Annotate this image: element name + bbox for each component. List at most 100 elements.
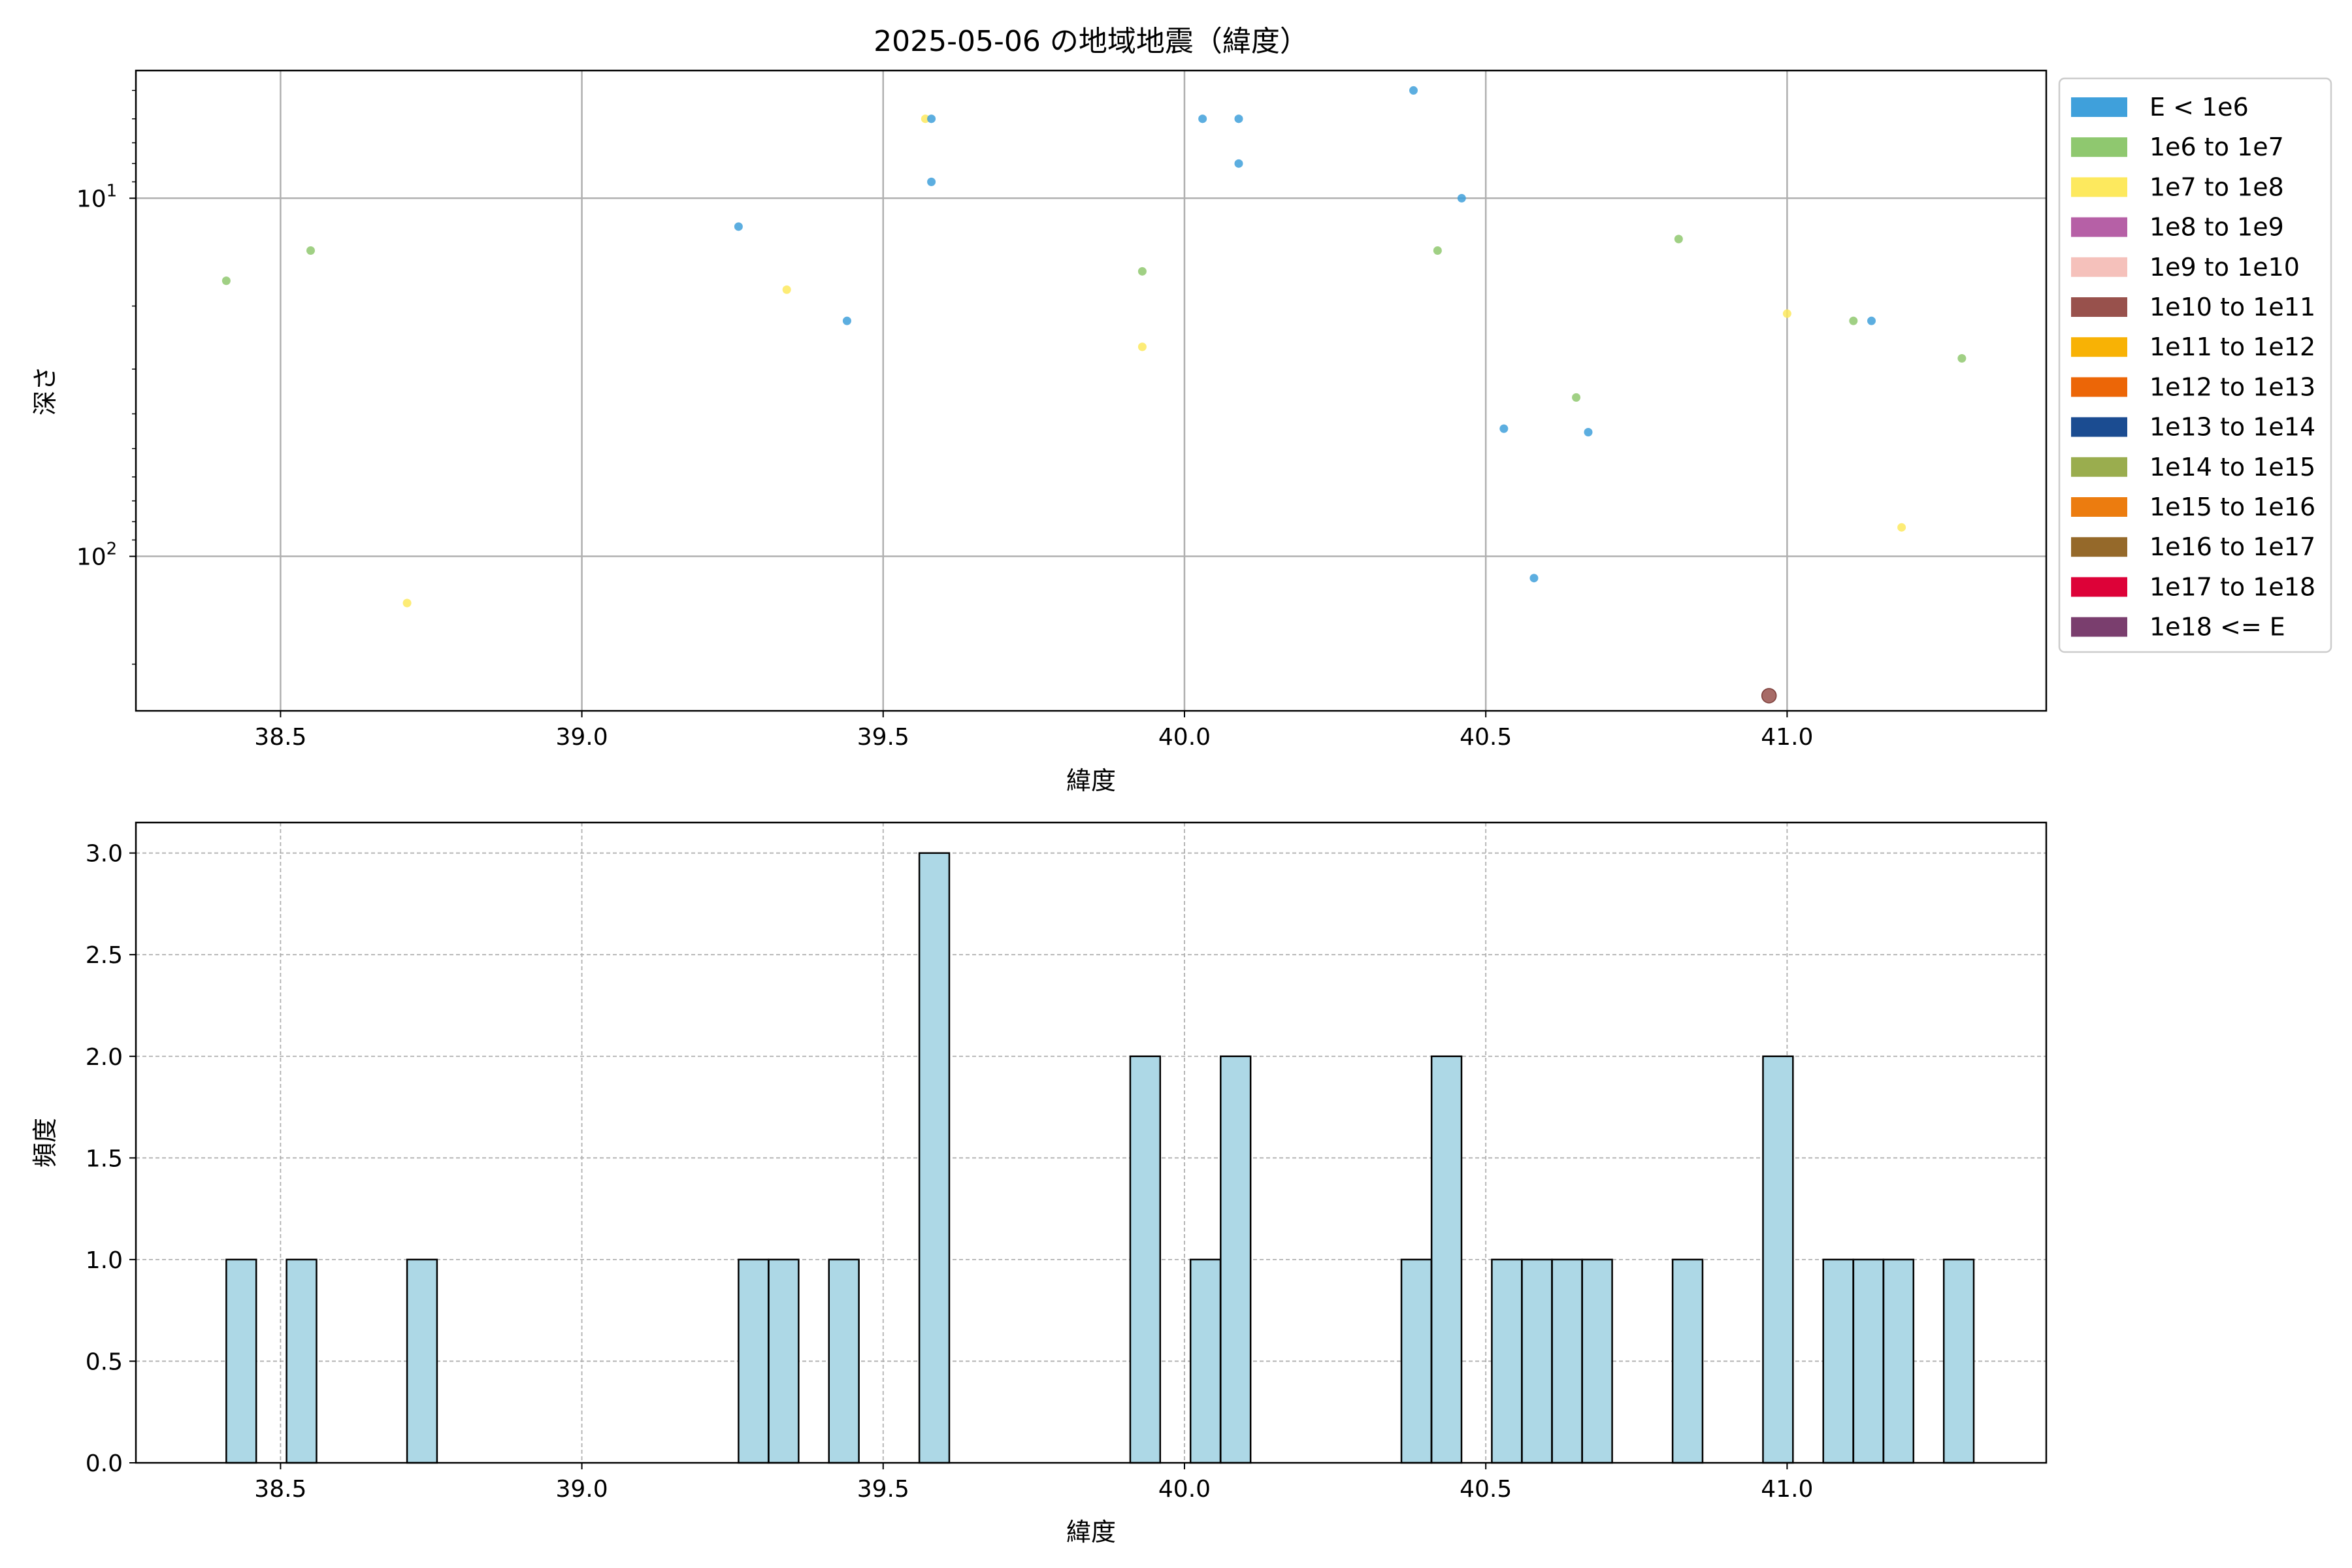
scatter-point: [1584, 427, 1593, 436]
histogram-x-tick-label: 41.0: [1761, 1476, 1813, 1503]
legend-swatch: [2071, 257, 2127, 277]
scatter-y-axis-label: 深さ: [31, 366, 59, 416]
scatter-y-tick-label: 102: [76, 540, 117, 571]
histogram-x-ticks: 38.5 39.0 39.5 40.0 40.5 41.0: [254, 1463, 1813, 1503]
scatter-point: [927, 177, 936, 186]
legend-swatch: [2071, 97, 2127, 117]
scatter-point: [1137, 342, 1147, 351]
histogram-x-tick-label: 39.5: [857, 1476, 909, 1503]
legend-label: 1e18 <= E: [2149, 613, 2285, 642]
scatter-panel: 2025-05-06 の地域地震（緯度） 38.5 39.0 39.5 40.0 40.…: [31, 25, 2332, 795]
scatter-point: [1499, 424, 1509, 433]
histogram-bar: [1491, 1258, 1523, 1464]
scatter-point: [1782, 309, 1791, 318]
legend-swatch: [2071, 137, 2127, 157]
histogram-bar: [1882, 1258, 1915, 1464]
legend-label: 1e11 to 1e12: [2149, 333, 2315, 361]
legend-swatch: [2071, 417, 2127, 437]
scatter-x-ticks: 38.5 39.0 39.5 40.0 40.5 41.0: [254, 711, 1813, 751]
scatter-x-tick-label: 39.5: [857, 724, 909, 751]
scatter-point: [782, 285, 791, 294]
scatter-x-tick-label: 40.0: [1158, 724, 1211, 751]
scatter-point: [921, 114, 930, 123]
scatter-point: [1433, 246, 1442, 255]
histogram-y-tick-label: 3.0: [86, 841, 123, 868]
legend-swatch: [2071, 617, 2127, 637]
histogram-plot-area: [135, 821, 2048, 1464]
scatter-y-ticks: 101 102: [76, 90, 136, 665]
histogram-y-axis-label: 頻度: [31, 1118, 59, 1168]
legend-label: 1e8 to 1e9: [2149, 213, 2284, 242]
histogram-bars: [225, 852, 1975, 1464]
legend-label: 1e13 to 1e14: [2149, 413, 2315, 442]
scatter-grid: [136, 71, 2046, 711]
histogram-bar: [1852, 1258, 1884, 1464]
scatter-point: [1457, 193, 1466, 203]
legend-label: E < 1e6: [2149, 93, 2249, 122]
histogram-bar: [1822, 1258, 1854, 1464]
scatter-x-tick-label: 40.5: [1460, 724, 1512, 751]
scatter-x-tick-label: 41.0: [1761, 724, 1813, 751]
histogram-bar: [1521, 1258, 1553, 1464]
legend-label: 1e6 to 1e7: [2149, 133, 2284, 161]
legend-label: 1e16 to 1e17: [2149, 532, 2315, 561]
legend-swatch: [2071, 577, 2127, 597]
histogram-y-tick-label: 0.0: [86, 1450, 123, 1477]
legend-swatch: [2071, 457, 2127, 477]
histogram-bar: [1129, 1055, 1162, 1464]
scatter-point: [1529, 574, 1539, 583]
legend-frame: [2058, 77, 2332, 653]
scatter-point: [306, 246, 315, 255]
scatter-point: [927, 114, 936, 123]
histogram-bar: [225, 1258, 257, 1464]
legend: E < 1e6 1e6 to 1e7 1e7 to 1e8 1e8 to 1e9 1e9…: [2058, 77, 2332, 653]
histogram-y-tick-label: 1.0: [86, 1247, 123, 1274]
histogram-y-tick-label: 2.5: [86, 942, 123, 969]
scatter-point: [1957, 354, 1967, 363]
legend-label: 1e17 to 1e18: [2149, 572, 2315, 601]
legend-swatch: [2071, 177, 2127, 197]
legend-swatch: [2071, 217, 2127, 237]
histogram-x-tick-label: 38.5: [254, 1476, 306, 1503]
scatter-point: [1234, 114, 1243, 123]
scatter-point: [1234, 159, 1243, 168]
scatter-point: [1761, 688, 1777, 704]
legend-swatch: [2071, 377, 2127, 397]
histogram-bar: [1942, 1258, 1975, 1464]
chart-title: 2025-05-06 の地域地震（緯度）: [874, 25, 1309, 58]
scatter-plot-area: [135, 69, 2048, 712]
legend-label: 1e14 to 1e15: [2149, 453, 2315, 482]
histogram-bar: [828, 1258, 860, 1464]
histogram-bar: [1189, 1258, 1222, 1464]
scatter-point: [1674, 235, 1683, 244]
scatter-x-axis-label: 緯度: [1066, 766, 1116, 795]
histogram-y-tick-label: 0.5: [86, 1348, 123, 1375]
histogram-bar: [1220, 1055, 1252, 1464]
scatter-y-tick-label: 101: [76, 181, 117, 212]
legend-swatch: [2071, 337, 2127, 357]
scatter-point: [1198, 114, 1207, 123]
histogram-x-tick-label: 40.5: [1460, 1476, 1512, 1503]
scatter-point: [1409, 86, 1418, 95]
histogram-bar: [738, 1258, 770, 1464]
legend-label: 1e7 to 1e8: [2149, 172, 2284, 201]
histogram-bar: [1551, 1258, 1583, 1464]
legend-label: 1e10 to 1e11: [2149, 293, 2315, 321]
scatter-x-tick-label: 39.0: [555, 724, 608, 751]
histogram-bar: [1581, 1258, 1613, 1464]
histogram-x-tick-label: 40.0: [1158, 1476, 1211, 1503]
histogram-y-ticks: 0.0 0.5 1.0 1.5 2.0 2.5 3.0: [86, 841, 136, 1477]
legend-label: 1e15 to 1e16: [2149, 493, 2315, 521]
histogram-x-axis-label: 緯度: [1066, 1518, 1116, 1546]
histogram-panel: 38.5 39.0 39.5 40.0 40.5 41.0 0.0 0.5 1.0 1.5 2.0…: [31, 821, 2048, 1546]
legend-swatch: [2071, 297, 2127, 317]
legend-swatch: [2071, 497, 2127, 517]
scatter-point: [734, 222, 743, 231]
histogram-bar: [1430, 1055, 1463, 1464]
histogram-y-tick-label: 1.5: [86, 1145, 123, 1172]
histogram-bar: [1671, 1258, 1704, 1464]
histogram-bar: [286, 1258, 318, 1464]
histogram-bar: [768, 1258, 800, 1464]
histogram-y-tick-label: 2.0: [86, 1044, 123, 1071]
scatter-point: [1849, 316, 1858, 325]
